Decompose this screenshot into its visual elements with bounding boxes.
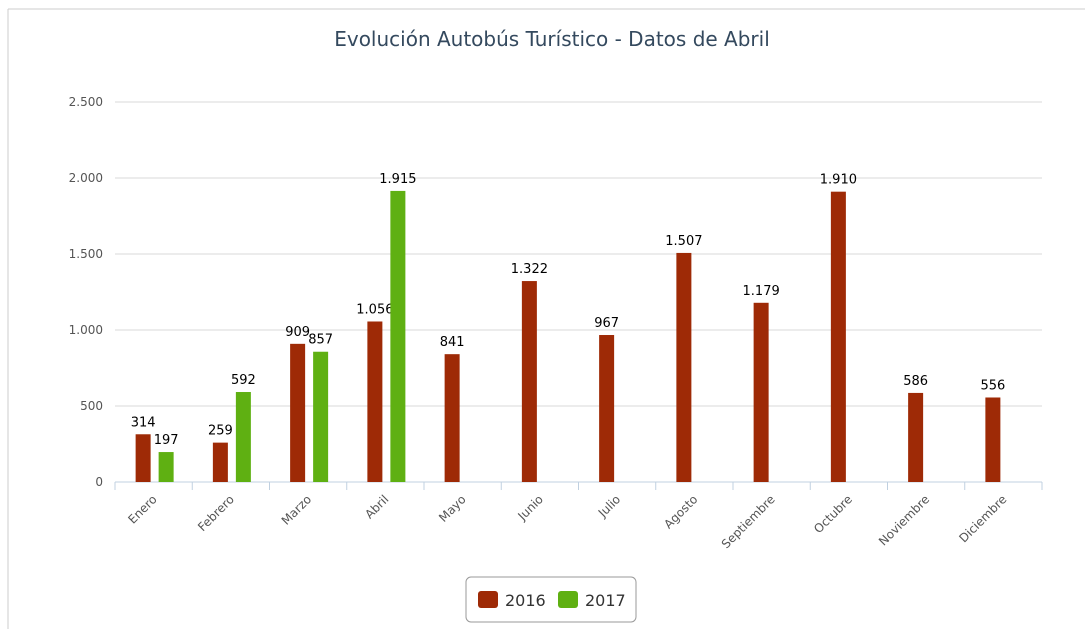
y-tick-label: 2.000 [69, 171, 103, 185]
x-tick-label: Mayo [436, 492, 469, 525]
data-label: 1.507 [665, 234, 702, 249]
bar [290, 343, 306, 482]
data-label: 1.322 [511, 262, 548, 277]
bar [444, 354, 460, 482]
bar [158, 452, 174, 482]
data-label: 1.915 [379, 172, 416, 187]
bar [676, 252, 692, 482]
legend-box [465, 576, 637, 623]
legend-swatch [478, 591, 498, 608]
bar [753, 302, 769, 482]
bar [390, 190, 406, 483]
x-tick-label: Junio [515, 492, 546, 523]
x-tick-label: Enero [125, 492, 159, 526]
data-label: 967 [594, 316, 619, 331]
chart-title: Evolución Autobús Turístico - Datos de A… [334, 27, 770, 51]
data-label: 1.056 [356, 302, 393, 317]
data-label: 909 [285, 325, 310, 340]
legend-swatch [558, 591, 578, 608]
x-tick-label: Agosto [661, 492, 700, 531]
x-tick-label: Febrero [195, 492, 237, 534]
y-tick-label: 500 [80, 399, 103, 413]
bar [521, 281, 537, 482]
data-label: 857 [308, 333, 333, 348]
x-tick-label: Marzo [279, 492, 315, 528]
x-tick-label: Noviembre [876, 492, 932, 548]
bar [235, 392, 251, 482]
bar [830, 191, 846, 482]
bar [367, 321, 383, 482]
data-label: 259 [208, 424, 233, 439]
data-label: 1.179 [743, 284, 780, 299]
x-tick-label: Septiembre [719, 492, 778, 551]
bar [985, 397, 1001, 482]
bar [212, 442, 228, 482]
x-tick-label: Octubre [811, 492, 855, 536]
data-label: 841 [440, 335, 465, 350]
x-tick-label: Julio [595, 492, 623, 520]
data-label: 1.910 [820, 173, 857, 188]
y-tick-label: 1.500 [69, 247, 103, 261]
data-label: 556 [980, 378, 1005, 393]
data-label: 197 [154, 433, 179, 448]
bar [313, 351, 329, 482]
x-tick-label: Abril [362, 492, 391, 521]
y-tick-label: 0 [95, 475, 103, 489]
data-label: 592 [231, 373, 256, 388]
bar [599, 335, 615, 482]
legend-label: 2017 [585, 591, 626, 610]
y-tick-label: 1.000 [69, 323, 103, 337]
data-label: 314 [131, 415, 156, 430]
y-tick-label: 2.500 [69, 95, 103, 109]
x-tick-label: Diciembre [956, 492, 1009, 545]
bar [135, 434, 151, 482]
legend-label: 2016 [505, 591, 546, 610]
bar [908, 392, 924, 482]
data-label: 586 [903, 374, 928, 389]
